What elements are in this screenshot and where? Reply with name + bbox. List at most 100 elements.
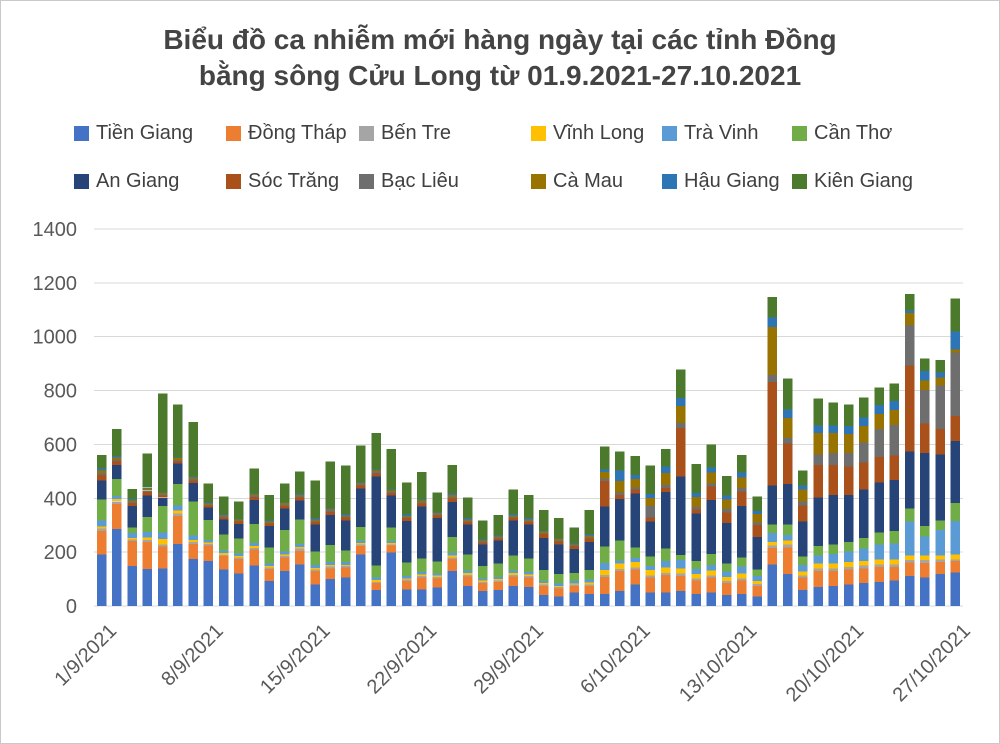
bar-segment	[417, 500, 427, 503]
bar-segment	[401, 520, 412, 563]
bar-segment	[782, 443, 793, 485]
bar-segment	[157, 494, 168, 496]
bar-segment	[234, 573, 244, 606]
bar-segment	[676, 575, 686, 591]
bar-segment	[234, 523, 244, 539]
bar-segment	[371, 581, 381, 584]
bar-segment	[371, 589, 381, 606]
bar-segment	[386, 540, 397, 543]
bar-segment	[874, 482, 884, 533]
bar-segment	[188, 479, 198, 481]
bar-segment	[279, 570, 290, 606]
bar-segment	[889, 543, 900, 560]
bar-segment	[386, 552, 397, 606]
bar-segment	[660, 548, 671, 561]
bar-segment	[874, 404, 884, 414]
legend-label: Hậu Giang	[684, 170, 780, 192]
bar-segment	[96, 470, 107, 474]
bar-segment	[234, 556, 244, 558]
bar-segment	[813, 555, 823, 564]
legend-item-9: Bạc Liêu	[359, 170, 531, 193]
bar-segment	[920, 577, 930, 606]
bar-segment	[386, 545, 397, 553]
bar-segment	[478, 566, 488, 579]
bar-segment	[112, 457, 122, 460]
bar-segment	[950, 331, 961, 350]
legend-label: Trà Vinh	[684, 122, 759, 144]
bar-segment	[112, 459, 122, 461]
bar-segment	[340, 516, 351, 518]
bar-segment	[203, 505, 214, 508]
bar-segment	[630, 584, 640, 606]
bar-segment	[264, 580, 275, 606]
bar-segment	[752, 585, 762, 597]
bar-segment	[843, 494, 854, 542]
bar-segment	[462, 574, 473, 577]
bar-segment	[188, 541, 198, 545]
bar-segment	[935, 529, 945, 556]
bar-segment	[112, 528, 122, 606]
legend-label: Sóc Trăng	[248, 170, 340, 192]
bar-segment	[584, 538, 595, 542]
bar-segment	[950, 415, 961, 441]
bar-segment	[660, 473, 671, 485]
bar-segment	[295, 550, 305, 565]
bar-segment	[310, 519, 320, 521]
bar-segment	[721, 571, 732, 577]
bar-segment	[752, 569, 762, 577]
bar-segment	[218, 569, 229, 606]
bar-segment	[264, 525, 275, 548]
bar-segment	[645, 517, 656, 522]
y-axis-tick-label: 1000	[33, 327, 78, 349]
bar-segment	[112, 499, 122, 502]
bar-segment	[706, 444, 717, 468]
bar-segment	[904, 313, 915, 326]
bar-segment	[310, 570, 320, 585]
bar-segment	[904, 508, 915, 522]
bar-segment	[645, 506, 656, 518]
bar-segment	[828, 402, 839, 426]
bar-segment	[96, 526, 107, 529]
legend-item-11: Hậu Giang	[662, 170, 792, 193]
bar-segment	[691, 496, 701, 507]
x-axis-tick-label: 20/10/2021	[782, 620, 868, 706]
bar-segment	[279, 557, 290, 571]
bar-segment	[234, 519, 244, 521]
legend-label: Cà Mau	[553, 170, 624, 192]
bar-segment	[645, 592, 656, 606]
bar-segment	[950, 298, 961, 332]
y-axis-tick-label: 400	[44, 488, 77, 510]
bar-segment	[691, 506, 701, 510]
bar-segment	[920, 423, 930, 454]
bar-segment	[569, 585, 579, 593]
bar-segment	[569, 544, 579, 546]
chart-title: Biểu đồ ca nhiễm mới hàng ngày tại các t…	[1, 22, 999, 94]
bar-segment	[950, 554, 961, 560]
bar-segment	[889, 531, 900, 544]
bar-segment	[462, 497, 473, 519]
bar-segment	[386, 491, 397, 493]
bar-segment	[417, 506, 427, 559]
bar-segment	[645, 570, 656, 576]
bar-segment	[264, 521, 275, 523]
bar-segment	[767, 524, 778, 533]
bar-segment	[386, 449, 397, 490]
bar-segment	[371, 433, 381, 470]
bar-segment	[737, 557, 747, 567]
bar-segment	[859, 565, 869, 569]
bar-segment	[127, 527, 137, 533]
bar-segment	[691, 463, 701, 493]
bar-segment	[325, 514, 336, 546]
bar-segment	[584, 585, 595, 594]
bar-segment	[782, 409, 793, 419]
legend-swatch-icon	[226, 174, 241, 189]
bar-segment	[859, 462, 869, 490]
bar-segment	[478, 540, 488, 542]
bar-segment	[554, 587, 564, 589]
bar-segment	[264, 522, 275, 524]
bar-segment	[569, 584, 579, 586]
bar-segment	[813, 563, 823, 569]
bar-segment	[782, 438, 793, 444]
bar-segment	[203, 560, 214, 606]
bar-segment	[752, 510, 762, 515]
